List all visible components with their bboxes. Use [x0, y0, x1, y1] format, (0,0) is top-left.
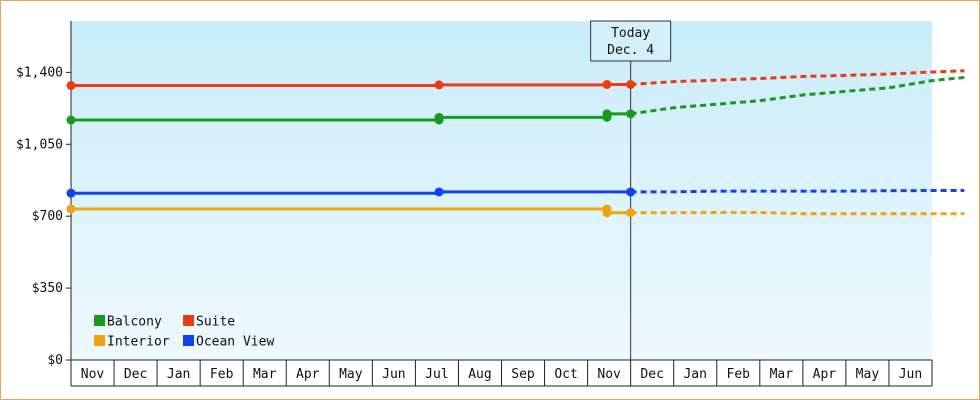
series-layer — [66, 69, 965, 218]
legend-swatch-interior — [94, 335, 105, 346]
legend-label-suite: Suite — [196, 315, 235, 330]
x-tick-label: Mar — [253, 367, 277, 382]
suite-history-line — [71, 83, 631, 87]
interior-point — [66, 204, 76, 214]
suite-point — [434, 80, 444, 90]
x-tick-label: Feb — [210, 367, 234, 382]
x-tick-label: May — [339, 367, 363, 382]
x-tick-label: Nov — [597, 367, 621, 382]
x-tick-label: Mar — [770, 367, 794, 382]
interior-forecast-line — [630, 211, 965, 216]
x-tick-label: Feb — [727, 367, 751, 382]
ocean-view-history-line — [71, 190, 631, 195]
balcony-point — [434, 112, 444, 122]
interior-point — [626, 208, 636, 218]
legend-label-balcony: Balcony — [107, 315, 162, 330]
today-label-line2: Dec. 4 — [607, 43, 654, 58]
legend-label-ocean-view: Ocean View — [196, 335, 274, 350]
ocean-view-point — [434, 187, 444, 197]
x-tick-label: Aug — [468, 367, 491, 382]
x-tick-label: Jul — [425, 367, 448, 382]
suite-point — [602, 79, 612, 89]
suite-point — [626, 79, 636, 89]
today-label-line1: Today — [611, 26, 650, 41]
suite-forecast-line — [630, 69, 965, 86]
balcony-point — [602, 109, 612, 119]
x-tick-label: Dec — [124, 367, 147, 382]
x-tick-label: Apr — [296, 367, 320, 382]
legend-swatch-suite — [183, 315, 194, 326]
balcony-forecast-line — [630, 76, 965, 116]
y-tick-label: $700 — [32, 209, 63, 224]
legend-swatch-ocean-view — [183, 335, 194, 346]
today-label-box — [590, 20, 672, 62]
x-tick-label: Jan — [683, 367, 706, 382]
y-tick-label: $350 — [32, 281, 63, 296]
x-axis: Nov Dec Jan Feb Mar Apr May Jun Jul Aug Sep Oct Nov D… — [70, 359, 933, 387]
x-tick-label: Jun — [382, 367, 405, 382]
legend-swatch-balcony — [94, 315, 105, 326]
x-tick-label: Dec — [640, 367, 663, 382]
y-axis: $0 $350 $700 $1,050 $1,400 — [16, 21, 72, 368]
suite-point — [66, 81, 76, 91]
x-tick-label: Jan — [167, 367, 190, 382]
ocean-view-point — [66, 188, 76, 198]
ocean-view-point — [626, 187, 636, 197]
ocean-view-forecast-line — [630, 189, 965, 194]
balcony-point — [626, 109, 636, 119]
x-tick-label: Sep — [511, 367, 535, 382]
balcony-point — [66, 115, 76, 125]
x-tick-label: Jun — [899, 367, 922, 382]
interior-point — [602, 208, 612, 218]
legend-label-interior: Interior — [107, 335, 170, 350]
x-tick-label: Oct — [554, 367, 577, 382]
y-tick-label: $1,050 — [16, 137, 63, 152]
x-tick-label: May — [856, 367, 880, 382]
y-tick-label: $0 — [47, 353, 63, 368]
y-tick-label: $1,400 — [16, 65, 63, 80]
x-tick-label: Nov — [81, 367, 105, 382]
x-tick-label: Apr — [813, 367, 837, 382]
legend: Balcony Suite Interior Ocean View — [94, 315, 274, 350]
